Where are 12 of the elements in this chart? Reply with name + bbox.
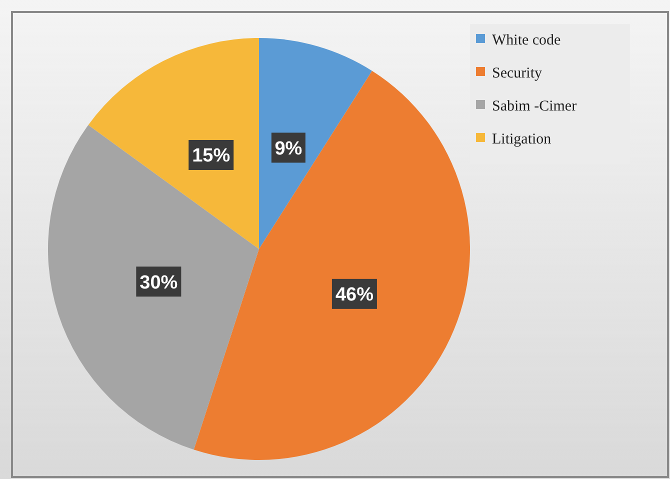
pie-slice — [88, 38, 259, 249]
pie-slice — [194, 70, 470, 460]
legend-label: White code — [492, 32, 562, 48]
data-label: 9% — [274, 138, 302, 160]
data-label: 15% — [192, 146, 230, 167]
legend-label: Litigation — [492, 131, 552, 148]
legend-label: Sabim -Cimer — [492, 98, 577, 114]
pie-slice — [48, 124, 259, 450]
legend-label: Security — [492, 65, 542, 82]
data-label: 30% — [140, 272, 178, 294]
pie-slice — [259, 38, 372, 249]
data-label: 46% — [335, 284, 374, 306]
